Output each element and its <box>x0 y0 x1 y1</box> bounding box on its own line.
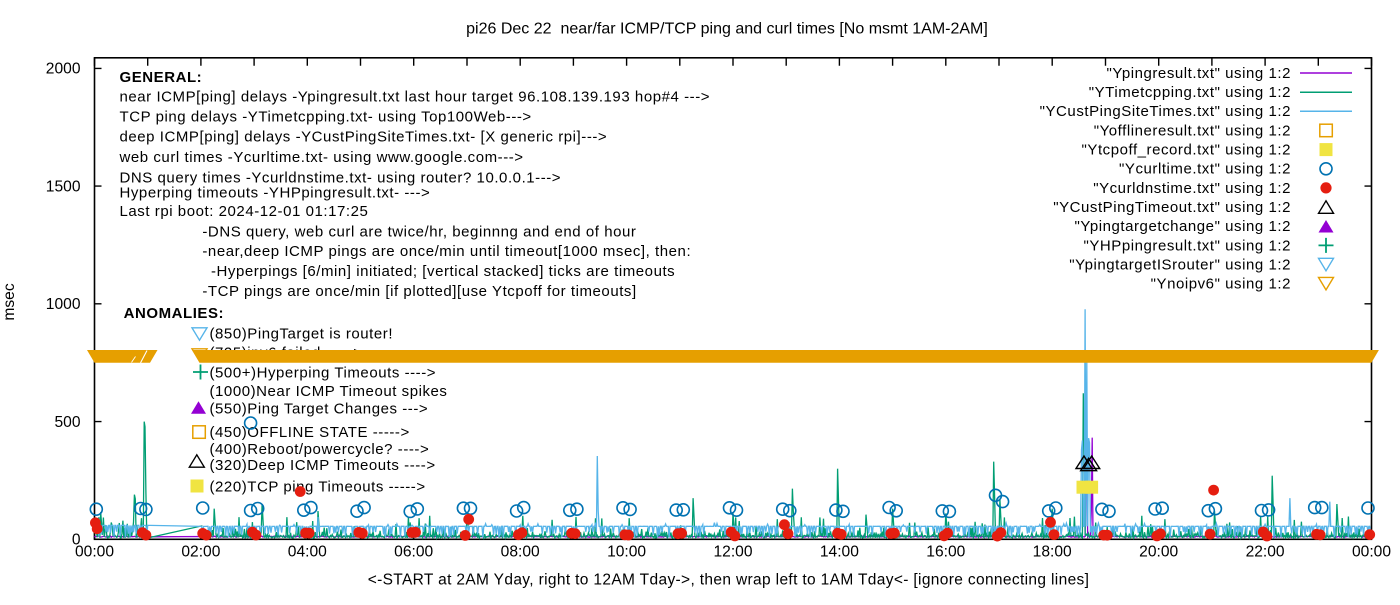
svg-text:(850)PingTarget is router!: (850)PingTarget is router! <box>210 325 394 342</box>
svg-text:DNS query times -Ycurldnstime.: DNS query times -Ycurldnstime.txt- using… <box>120 169 562 186</box>
svg-text:"Ypingresult.txt" using 1:2: "Ypingresult.txt" using 1:2 <box>1107 65 1291 82</box>
svg-text:12:00: 12:00 <box>713 544 752 561</box>
svg-text:04:00: 04:00 <box>288 544 327 561</box>
svg-text:0: 0 <box>72 532 81 549</box>
svg-text:02:00: 02:00 <box>181 544 220 561</box>
svg-text:<-START at 2AM Yday, right to: <-START at 2AM Yday, right to 12AM Tday-… <box>368 572 1090 589</box>
svg-text:deep ICMP[ping] delays -YCustP: deep ICMP[ping] delays -YCustPingSiteTim… <box>120 129 608 146</box>
svg-text:(1000)Near ICMP Timeout spikes: (1000)Near ICMP Timeout spikes <box>210 383 448 400</box>
svg-text:20:00: 20:00 <box>1139 544 1178 561</box>
svg-text:Last rpi boot: 2024-12-01 01:1: Last rpi boot: 2024-12-01 01:17:25 <box>120 203 369 220</box>
svg-text:"Ycurltime.txt" using 1:2: "Ycurltime.txt" using 1:2 <box>1119 161 1291 178</box>
svg-text:"Ytcpoff_record.txt" using 1:2: "Ytcpoff_record.txt" using 1:2 <box>1082 142 1291 159</box>
svg-text:GENERAL:: GENERAL: <box>120 69 203 86</box>
svg-text:00:00: 00:00 <box>75 544 114 561</box>
svg-text:22:00: 22:00 <box>1246 544 1285 561</box>
svg-text:2000: 2000 <box>46 61 81 78</box>
svg-text:500: 500 <box>54 414 80 431</box>
svg-text:TCP ping delays -YTimetcpping.: TCP ping delays -YTimetcpping.txt- using… <box>120 108 532 125</box>
svg-text:1500: 1500 <box>46 178 81 195</box>
svg-text:18:00: 18:00 <box>1033 544 1072 561</box>
svg-text:16:00: 16:00 <box>926 544 965 561</box>
svg-text:"YCustPingSiteTimes.txt" using: "YCustPingSiteTimes.txt" using 1:2 <box>1040 103 1291 120</box>
svg-text:14:00: 14:00 <box>820 544 859 561</box>
svg-text:web curl times -Ycurltime.txt-: web curl times -Ycurltime.txt- using www… <box>119 149 524 166</box>
svg-text:(220)TCP ping Timeouts ----->: (220)TCP ping Timeouts -----> <box>210 479 426 496</box>
svg-text:-near,deep ICMP pings are once: -near,deep ICMP pings are once/min until… <box>202 243 691 260</box>
svg-text:(450)OFFLINE STATE ----->: (450)OFFLINE STATE -----> <box>210 424 410 441</box>
svg-text:"YTimetcpping.txt" using 1:2: "YTimetcpping.txt" using 1:2 <box>1089 84 1291 101</box>
svg-text:"YCustPingTimeout.txt" using 1: "YCustPingTimeout.txt" using 1:2 <box>1053 199 1291 216</box>
svg-text:ANOMALIES:: ANOMALIES: <box>124 305 225 322</box>
svg-text:10:00: 10:00 <box>607 544 646 561</box>
svg-text:msec: msec <box>1 283 18 320</box>
svg-text:"YpingtargetISrouter" using 1:: "YpingtargetISrouter" using 1:2 <box>1069 256 1291 273</box>
svg-text:"Ynoipv6" using 1:2: "Ynoipv6" using 1:2 <box>1151 276 1291 293</box>
svg-text:pi26 Dec 22 near/far ICMP/TCP: pi26 Dec 22 near/far ICMP/TCP ping and c… <box>466 21 988 38</box>
svg-text:"YHPpingresult.txt" using 1:2: "YHPpingresult.txt" using 1:2 <box>1083 237 1291 254</box>
svg-text:(320)Deep ICMP Timeouts ---->: (320)Deep ICMP Timeouts ----> <box>210 457 436 474</box>
svg-text:(550)Ping Target Changes --->: (550)Ping Target Changes ---> <box>210 401 429 418</box>
svg-text:06:00: 06:00 <box>394 544 433 561</box>
svg-text:(400)Reboot/powercycle? ---->: (400)Reboot/powercycle? ----> <box>210 441 430 458</box>
svg-text:1000: 1000 <box>46 296 81 313</box>
svg-text:00:00: 00:00 <box>1352 544 1391 561</box>
svg-text:"Yofflineresult.txt" using 1:2: "Yofflineresult.txt" using 1:2 <box>1094 122 1291 139</box>
svg-text:-DNS query, web curl are twice: -DNS query, web curl are twice/hr, begin… <box>202 224 636 241</box>
svg-text:(500+)Hyperping Timeouts ---->: (500+)Hyperping Timeouts ----> <box>210 365 437 382</box>
svg-text:near ICMP[ping] delays -Ypingr: near ICMP[ping] delays -Ypingresult.txt … <box>120 89 711 106</box>
svg-text:-TCP pings are once/min [if pl: -TCP pings are once/min [if plotted][use… <box>202 283 636 300</box>
svg-text:"Ypingtargetchange" using 1:2: "Ypingtargetchange" using 1:2 <box>1075 218 1291 235</box>
svg-text:08:00: 08:00 <box>501 544 540 561</box>
svg-text:-Hyperpings [6/min] initiated;: -Hyperpings [6/min] initiated; [vertical… <box>211 263 675 280</box>
svg-text:"Ycurldnstime.txt" using 1:2: "Ycurldnstime.txt" using 1:2 <box>1093 180 1291 197</box>
svg-text:Hyperping timeouts -YHPpingres: Hyperping timeouts -YHPpingresult.txt- -… <box>120 184 431 201</box>
